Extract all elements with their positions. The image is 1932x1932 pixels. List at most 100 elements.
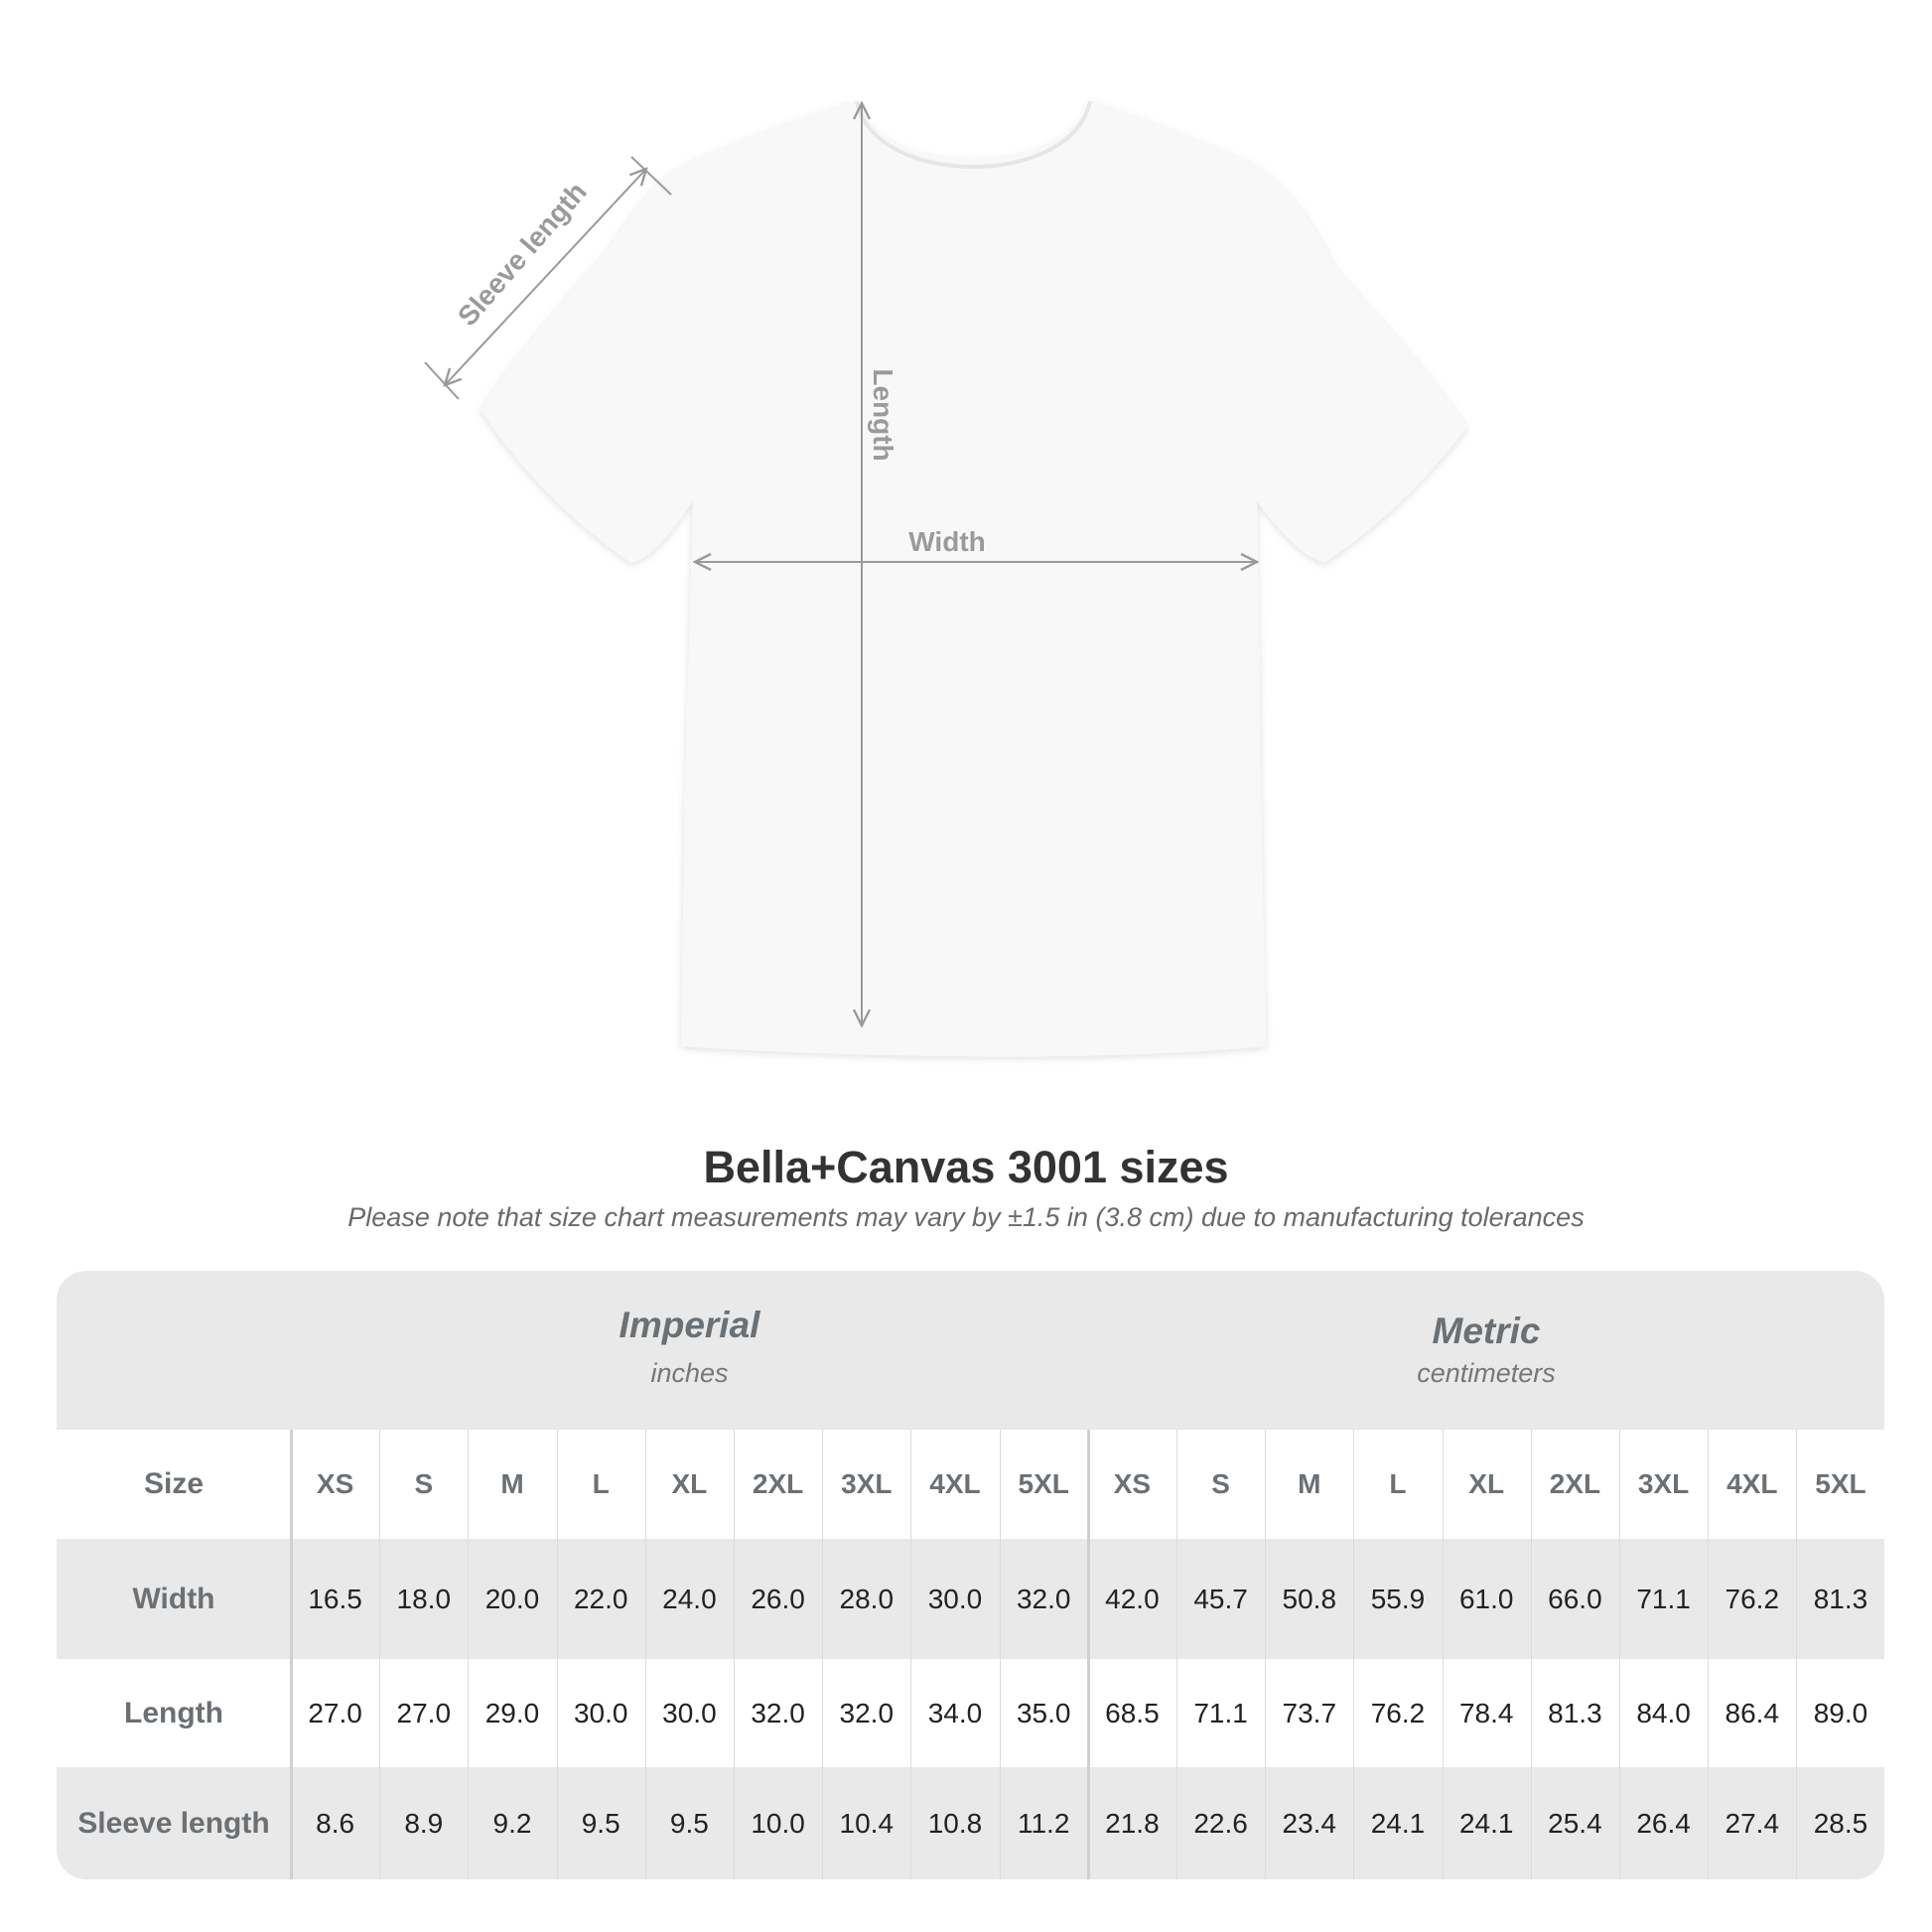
table-cell: 10.0	[751, 1807, 805, 1839]
table-cell: 25.4	[1548, 1807, 1602, 1839]
column-divider	[822, 1430, 824, 1879]
row-band-sleeve	[57, 1767, 1884, 1879]
row-band-width	[57, 1539, 1884, 1659]
table-cell: 34.0	[927, 1697, 983, 1728]
table-cell: 71.1	[1636, 1583, 1691, 1614]
column-divider	[1176, 1430, 1177, 1879]
table-cell: 30.0	[662, 1697, 717, 1728]
table-cell: 45.7	[1193, 1583, 1248, 1614]
column-divider	[290, 1430, 293, 1879]
size-header-cell: 4XL	[929, 1468, 981, 1499]
table-cell: 71.1	[1193, 1697, 1248, 1728]
table-cell: 84.0	[1636, 1697, 1691, 1728]
tolerance-note: Please note that size chart measurements…	[347, 1202, 1585, 1232]
column-divider	[1353, 1430, 1355, 1879]
column-divider	[910, 1430, 912, 1879]
metric-header: Metric centimeters	[1088, 1271, 1884, 1430]
size-header-cell: M	[1298, 1468, 1321, 1499]
size-header-cell: L	[592, 1468, 610, 1499]
table-cell: 55.9	[1370, 1583, 1426, 1614]
column-divider	[1796, 1430, 1798, 1879]
table-cell: 68.5	[1105, 1697, 1160, 1728]
column-divider	[1265, 1430, 1267, 1879]
size-chart-table: Imperial inches Metric centimeters Size …	[57, 1271, 1884, 1879]
size-header-cell: 5XL	[1018, 1468, 1069, 1499]
imperial-title: Imperial	[619, 1305, 760, 1345]
metric-unit: centimeters	[1417, 1358, 1556, 1388]
column-divider	[379, 1430, 381, 1879]
table-cell: 10.4	[839, 1807, 895, 1839]
table-cell: 23.4	[1282, 1807, 1337, 1839]
table-cell: 61.0	[1458, 1583, 1514, 1614]
sleeve-tick-end	[630, 156, 672, 196]
table-cell: 22.0	[573, 1583, 628, 1614]
table-cell: 28.5	[1813, 1807, 1868, 1839]
table-cell: 20.0	[484, 1583, 540, 1614]
table-cell: 76.2	[1370, 1697, 1426, 1728]
table-cell: 32.0	[1016, 1583, 1071, 1614]
size-header-cell: S	[1211, 1468, 1230, 1499]
table-cell: 32.0	[839, 1697, 895, 1728]
tshirt-diagram: Sleeve length Length Width	[424, 100, 1467, 1057]
size-header-cell: 4XL	[1726, 1468, 1778, 1499]
collar	[855, 100, 1092, 169]
table-cell: 28.0	[839, 1583, 895, 1614]
size-header-cell: 2XL	[752, 1468, 804, 1499]
column-divider	[1530, 1430, 1532, 1879]
column-divider	[468, 1430, 470, 1879]
column-divider	[999, 1430, 1001, 1879]
column-divider	[556, 1430, 558, 1879]
size-header-cell: 3XL	[1637, 1468, 1690, 1499]
row-label-sleeve-length: Sleeve length	[77, 1806, 270, 1840]
table-cell: 21.8	[1105, 1807, 1160, 1839]
table-cell: 30.0	[927, 1583, 983, 1614]
row-label-length: Length	[124, 1696, 223, 1729]
table-cell: 78.4	[1458, 1697, 1514, 1728]
sleeve-tick-start	[424, 361, 460, 400]
length-label: Length	[868, 368, 898, 461]
table-cell: 8.9	[404, 1807, 444, 1839]
row-label-width: Width	[132, 1582, 215, 1615]
size-header-cell: L	[1389, 1468, 1407, 1499]
table-cell: 27.0	[308, 1697, 362, 1728]
column-divider	[1708, 1430, 1710, 1879]
table-cell: 27.0	[396, 1697, 452, 1728]
table-cell: 81.3	[1813, 1583, 1868, 1614]
column-divider	[734, 1430, 735, 1879]
table-cell: 26.0	[751, 1583, 805, 1614]
size-header-cell: M	[500, 1468, 524, 1499]
table-cell: 29.0	[484, 1697, 540, 1728]
table-cell: 32.0	[751, 1697, 805, 1728]
table-cell: 50.8	[1282, 1583, 1337, 1614]
tshirt-shape	[481, 101, 1467, 1057]
column-divider	[1442, 1430, 1444, 1879]
table-cell: 9.5	[669, 1807, 709, 1839]
size-header-cell: 3XL	[841, 1468, 893, 1499]
table-cell: 22.6	[1193, 1807, 1248, 1839]
table-cell: 86.4	[1725, 1697, 1780, 1728]
table-cell: 9.2	[492, 1807, 532, 1839]
size-header-cell: 2XL	[1549, 1468, 1601, 1499]
table-cell: 24.1	[1370, 1807, 1426, 1839]
column-divider	[1086, 1430, 1090, 1879]
table-cell: 26.4	[1636, 1807, 1691, 1839]
table-cell: 66.0	[1548, 1583, 1602, 1614]
size-header-cell: 5XL	[1815, 1468, 1866, 1499]
header-band	[57, 1271, 1884, 1430]
table-cell: 27.4	[1725, 1807, 1780, 1839]
table-cell: 42.0	[1105, 1583, 1160, 1614]
imperial-header: Imperial inches	[291, 1271, 1088, 1430]
column-divider	[1619, 1430, 1620, 1879]
width-label: Width	[908, 526, 986, 557]
table-cell: 16.5	[308, 1583, 362, 1614]
table-cell: 11.2	[1017, 1807, 1070, 1839]
table-cell: 81.3	[1548, 1697, 1602, 1728]
size-header-cell: XS	[1113, 1468, 1152, 1499]
table-cell: 9.5	[581, 1807, 621, 1839]
metric-title: Metric	[1432, 1311, 1541, 1351]
table-cell: 24.0	[662, 1583, 717, 1614]
imperial-unit: inches	[650, 1358, 729, 1388]
size-header-cell: S	[414, 1468, 434, 1499]
table-cell: 18.0	[396, 1583, 452, 1614]
size-header-cell: XL	[671, 1468, 708, 1499]
